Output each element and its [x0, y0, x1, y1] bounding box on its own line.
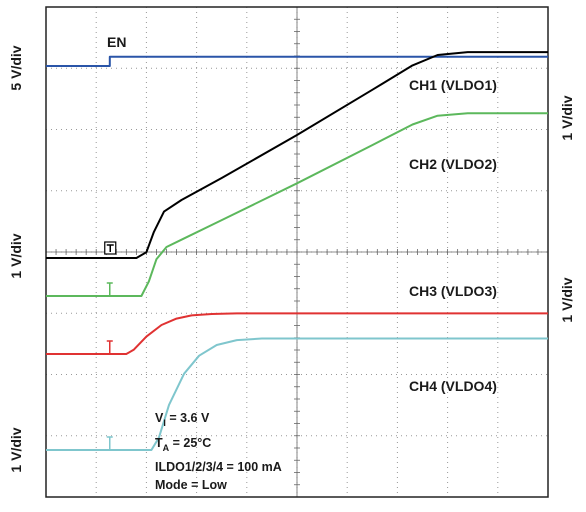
label-ch3: CH3 (VLDO3)	[409, 283, 497, 299]
left-scale-label-1: 5 V/div	[8, 45, 24, 90]
label-ch2: CH2 (VLDO2)	[409, 156, 497, 172]
annotation-vi: VI = 3.6 V	[155, 411, 210, 428]
right-scale-label-2: 1 V/div	[559, 277, 575, 322]
plot-frame	[45, 6, 549, 498]
trace-ch2	[46, 112, 548, 297]
annotation-mode: Mode = Low	[155, 478, 227, 492]
annotation-iload: ILDO1/2/3/4 = 100 mA	[155, 460, 282, 474]
trigger-marker-glyph	[106, 244, 114, 252]
trace-en	[46, 55, 548, 67]
trace-ch3	[46, 312, 548, 355]
ground-marker-ch2	[106, 282, 113, 296]
left-scale-label-3: 1 V/div	[8, 427, 24, 472]
trace-ch4	[46, 337, 548, 451]
label-ch4: CH4 (VLDO4)	[409, 378, 497, 394]
trace-ch1	[46, 51, 548, 259]
ground-marker-ch3	[106, 340, 113, 354]
annotation-ta: TA = 25°C	[155, 436, 211, 453]
left-scale-label-2: 1 V/div	[8, 233, 24, 278]
label-en: EN	[107, 34, 126, 50]
ground-marker-ch4	[106, 436, 113, 450]
traces	[46, 51, 548, 451]
label-ch1: CH1 (VLDO1)	[409, 77, 497, 93]
right-scale-label-1: 1 V/div	[559, 95, 575, 140]
